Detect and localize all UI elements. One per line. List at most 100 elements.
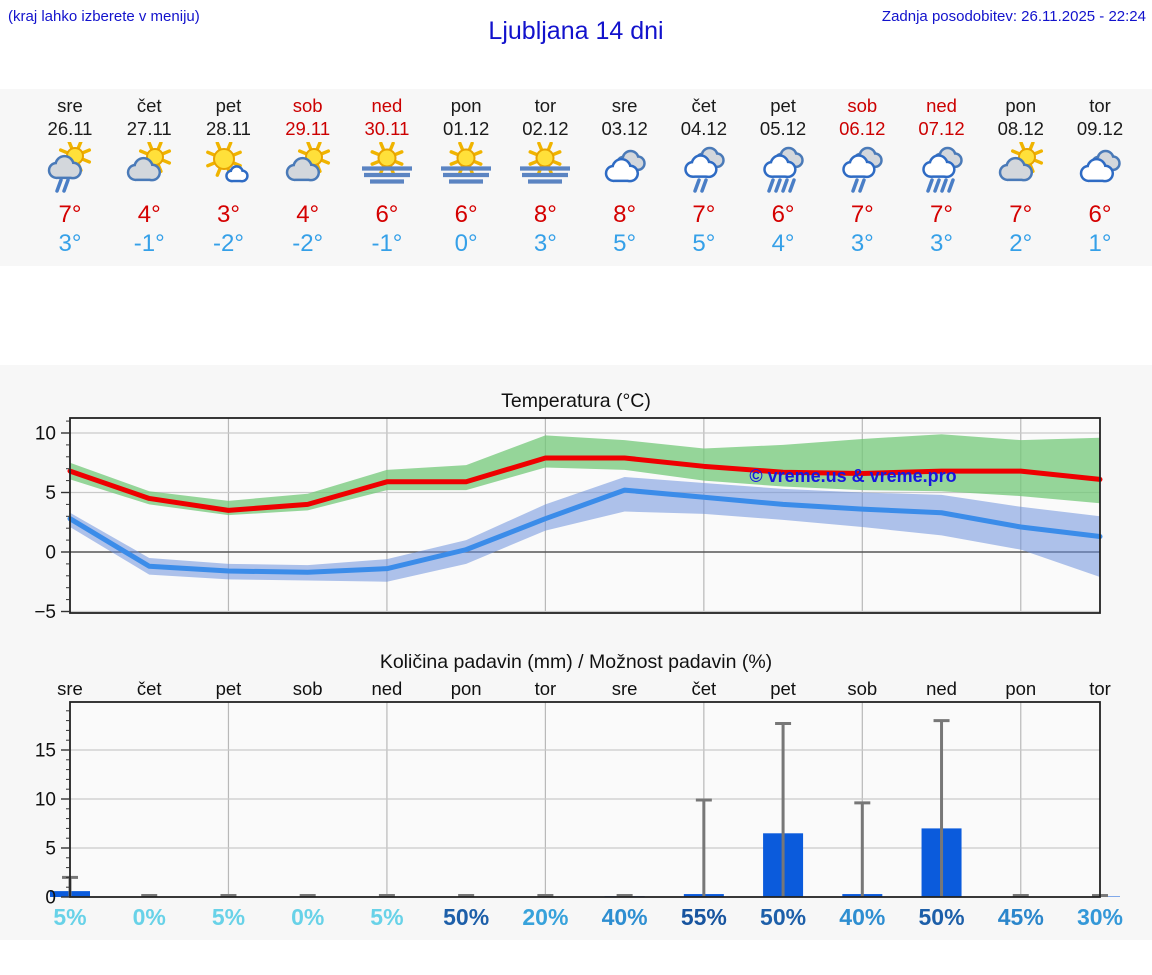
svg-text:sre: sre — [57, 678, 83, 699]
precip-probability: 0% — [291, 904, 324, 930]
precip-probability: 30% — [1077, 904, 1123, 930]
precip-probability: 5% — [53, 904, 86, 930]
forecast-day: sre 26.11 7° 3° — [28, 89, 112, 258]
low-temp: 0° — [454, 230, 478, 257]
precip-probability: 45% — [998, 904, 1044, 930]
precip-probability: 5% — [212, 904, 245, 930]
high-temp: 8° — [533, 201, 557, 228]
weather-icon — [900, 142, 984, 200]
sun-fog-icon — [361, 141, 412, 184]
weather-icon — [820, 142, 904, 200]
low-temp: 3° — [533, 230, 557, 257]
sun-cloud-icon — [285, 140, 330, 182]
svg-text:5: 5 — [45, 839, 56, 860]
day-date: 08.12 — [997, 118, 1044, 139]
last-updated: Zadnja posodobitev: 26.11.2025 - 22:24 — [881, 8, 1146, 25]
high-temp: 7° — [850, 201, 874, 228]
svg-text:pet: pet — [770, 678, 796, 699]
high-temp: 4° — [296, 201, 320, 228]
svg-text:5: 5 — [45, 483, 56, 504]
svg-text:ned: ned — [926, 678, 957, 699]
sun-cloud-rain-icon — [47, 139, 92, 193]
low-temp: 3° — [58, 230, 82, 257]
day-name: čet — [691, 95, 717, 116]
low-temp: -2° — [212, 230, 244, 257]
precip-probability: 50% — [919, 904, 965, 930]
precip-probability: 0% — [133, 904, 166, 930]
day-date: 04.12 — [680, 118, 727, 139]
day-name: tor — [1089, 95, 1111, 116]
weather-icon — [1058, 142, 1142, 200]
svg-text:0: 0 — [45, 543, 56, 564]
forecast-day: tor 02.12 8° 3° — [503, 89, 587, 258]
watermark: © vreme.us & vreme.pro — [749, 466, 956, 486]
weather-icon — [345, 141, 429, 200]
low-temp: 5° — [613, 230, 637, 257]
day-date: 05.12 — [759, 118, 807, 139]
day-date: 03.12 — [601, 118, 648, 139]
forecast-day: čet 04.12 7° 5° — [662, 89, 746, 258]
forecast-day: sob 29.11 4° -2° — [266, 89, 350, 258]
weather-icon — [424, 141, 508, 200]
forecast-day: pon 08.12 7° 2° — [979, 89, 1063, 258]
high-temp: 4° — [137, 201, 161, 228]
page-title: Ljubljana 14 dni — [488, 17, 664, 45]
cloudy-icon — [1079, 149, 1121, 183]
forecast-strip: sre 26.11 7° 3° čet 27.11 4° -1° pet 28.… — [0, 89, 1152, 266]
cloud-rain-icon — [921, 146, 963, 193]
forecast-day: tor 09.12 6° 1° — [1058, 89, 1142, 258]
day-date: 09.12 — [1076, 118, 1124, 139]
forecast-day: ned 07.12 7° 3° — [900, 89, 984, 258]
weather-icon — [28, 139, 112, 200]
svg-text:sob: sob — [293, 678, 323, 699]
precip-probability: 50% — [443, 904, 489, 930]
sun-fog-icon — [441, 141, 492, 184]
weather-icon — [583, 142, 667, 200]
svg-text:tor: tor — [535, 678, 557, 699]
day-name: sre — [57, 95, 83, 116]
sun-small-cloud-icon — [206, 141, 250, 183]
weather-icon — [186, 141, 270, 200]
high-temp: 8° — [613, 201, 637, 228]
temperature-chart: © vreme.us & vreme.pro −5 0 5 10 — [34, 417, 1103, 623]
forecast-day: pet 05.12 6° 4° — [741, 89, 825, 258]
weather-icon — [662, 142, 746, 200]
svg-text:pon: pon — [1005, 678, 1036, 699]
sun-cloud-icon — [126, 140, 172, 182]
day-date: 28.11 — [205, 118, 251, 139]
sun-fog-icon — [520, 141, 571, 184]
day-name: pon — [1005, 95, 1037, 116]
day-name: sre — [611, 95, 638, 116]
precipitation-chart: sre čet pet sob ned pon tor sre čet pet sob ned pon t… — [35, 678, 1123, 930]
low-temp: 3° — [850, 230, 874, 257]
high-temp: 6° — [1088, 201, 1112, 228]
forecast-day: sob 06.12 7° 3° — [820, 89, 904, 258]
svg-text:tor: tor — [1089, 678, 1111, 699]
weather-icon — [503, 141, 587, 200]
low-temp: -2° — [292, 230, 324, 257]
weather-icon — [107, 140, 191, 200]
svg-text:čet: čet — [692, 678, 717, 699]
low-temp: -1° — [371, 230, 403, 257]
day-date: 30.11 — [364, 118, 410, 139]
low-temp: 4° — [771, 230, 795, 257]
day-date: 29.11 — [285, 118, 331, 139]
weather-icon — [979, 140, 1063, 200]
high-temp: 6° — [454, 201, 478, 228]
high-temp: 7° — [930, 201, 953, 228]
high-temp: 6° — [375, 201, 399, 228]
svg-text:−5: −5 — [34, 602, 56, 623]
day-name: pet — [215, 95, 242, 116]
day-name: pon — [450, 95, 482, 116]
low-temp: 3° — [930, 230, 953, 257]
cloud-rain-icon — [763, 146, 804, 193]
low-temp: 1° — [1088, 230, 1112, 257]
day-name: sob — [292, 95, 323, 116]
low-temp: 2° — [1009, 230, 1033, 257]
cloud-light-rain-icon — [684, 146, 725, 193]
high-temp: 7° — [692, 201, 716, 228]
precip-probability: 50% — [760, 904, 806, 930]
day-date: 07.12 — [918, 118, 965, 139]
low-temp: 5° — [692, 230, 716, 257]
